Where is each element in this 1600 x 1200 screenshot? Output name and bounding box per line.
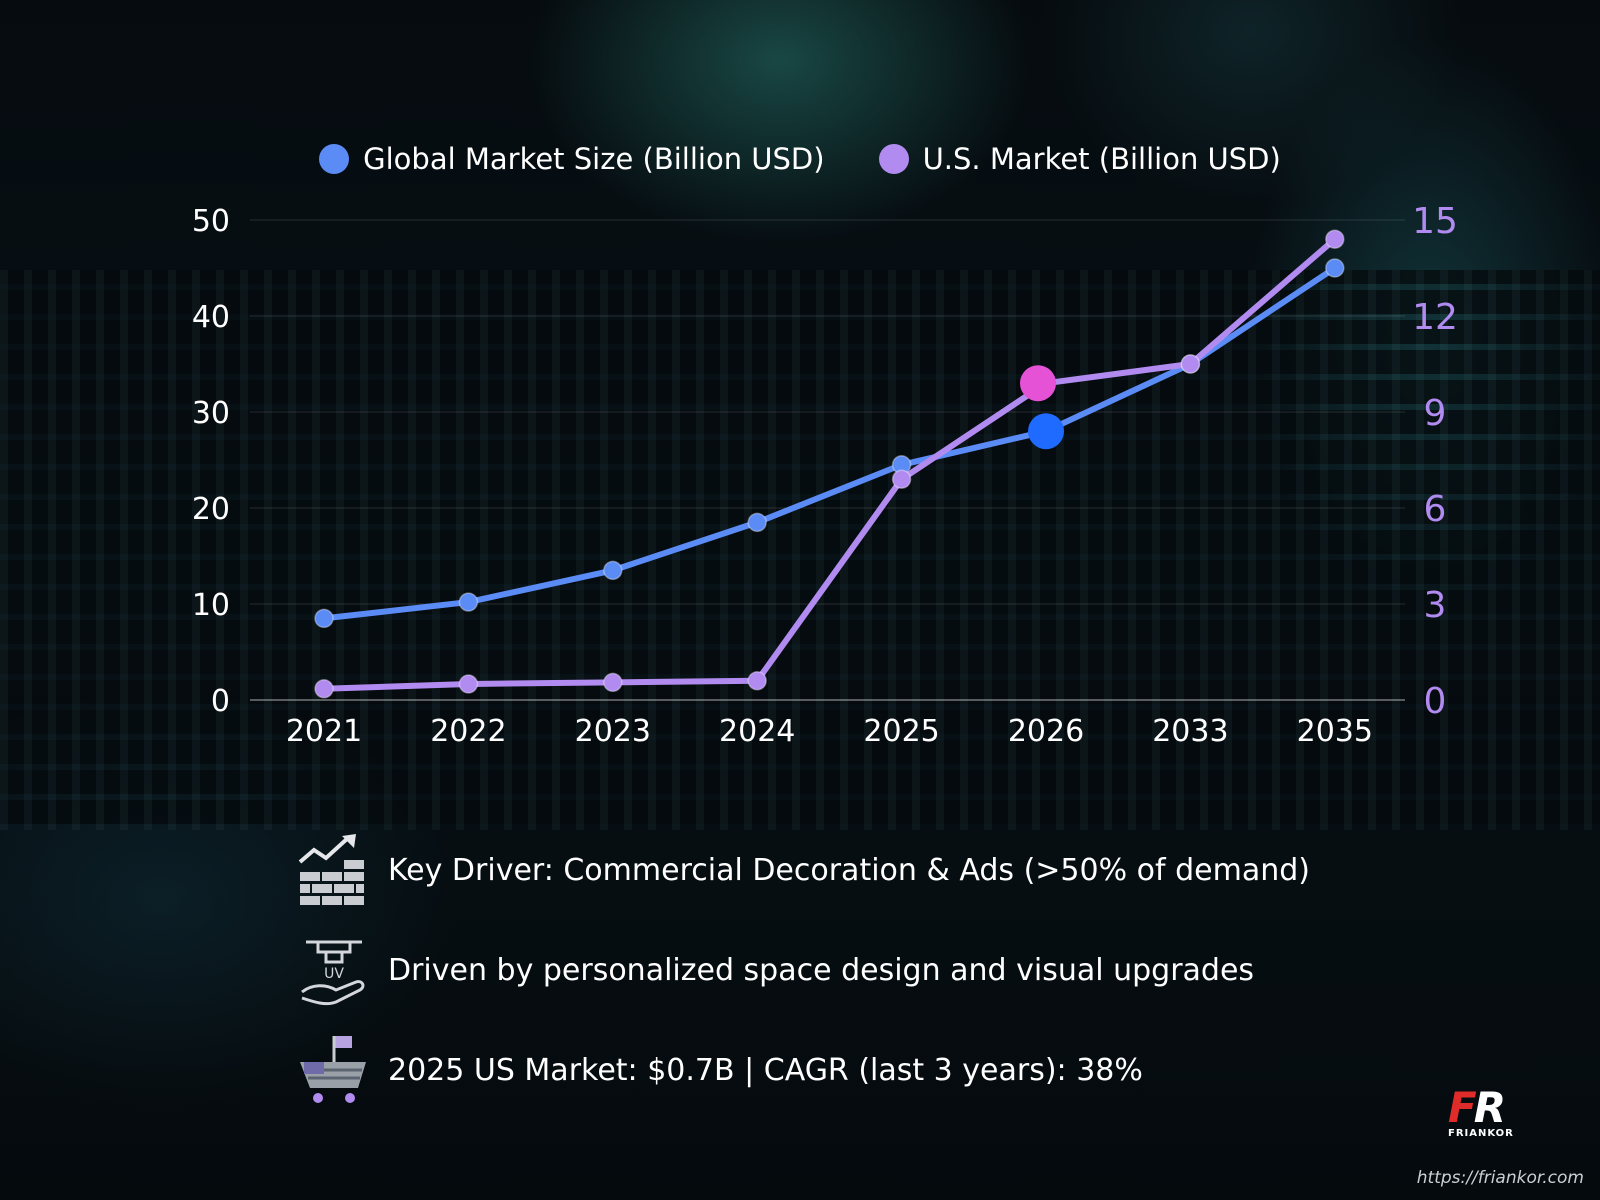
y-left-tick-label: 50 (192, 204, 230, 239)
y-left-tick-label: 0 (211, 684, 230, 719)
data-point-0 (314, 608, 334, 629)
data-point-1 (314, 679, 334, 699)
fact-item-key-driver: Key Driver: Commercial Decoration & Ads … (296, 820, 1446, 920)
x-tick-label: 2023 (575, 714, 651, 749)
uv-printer-hand-icon: UV (301, 940, 365, 1006)
brick-wall-growth-icon (298, 834, 364, 905)
fact-text-key-driver: Key Driver: Commercial Decoration & Ads … (388, 852, 1310, 888)
highlight-point-global (1028, 413, 1064, 450)
logo-wordmark: FRIANKOR (1448, 1128, 1514, 1139)
series-line-0 (321, 265, 1338, 622)
fact-item-personalized: UV Driven by personalized space design a… (296, 920, 1446, 1020)
y-left-tick-label: 40 (192, 300, 230, 335)
data-point-0 (458, 592, 479, 612)
friankor-logo: FR FRIANKOR (1448, 1087, 1534, 1142)
chart-legend: Global Market Size (Billion USD) U.S. Ma… (0, 142, 1600, 176)
data-point-1 (1180, 354, 1201, 374)
data-point-1 (891, 469, 912, 489)
y-right-tick-label: 0 (1424, 681, 1447, 722)
y-right-tick-label: 3 (1424, 585, 1447, 626)
legend-item-global: Global Market Size (Billion USD) (319, 142, 825, 176)
legend-dot-us (878, 144, 909, 174)
data-point-1 (1325, 229, 1345, 249)
binary-code-pattern (0, 270, 1600, 830)
legend-label-us: U.S. Market (Billion USD) (922, 142, 1281, 176)
key-facts-list: Key Driver: Commercial Decoration & Ads … (296, 820, 1446, 1120)
x-tick-label: 2033 (1152, 714, 1228, 749)
y-right-tick-label: 12 (1412, 297, 1458, 338)
data-point-1 (458, 674, 479, 694)
x-tick-label: 2024 (719, 714, 795, 749)
legend-label-global: Global Market Size (Billion USD) (363, 142, 825, 176)
x-tick-label: 2035 (1297, 714, 1373, 749)
x-tick-label: 2021 (286, 714, 362, 749)
y-left-tick-label: 20 (192, 492, 230, 527)
x-tick-label: 2022 (430, 714, 506, 749)
data-point-0 (747, 512, 767, 533)
market-line-chart: 0 10 20 30 40 50 0 3 6 9 12 15 2021 2022 2023 2024 2025 2… (192, 201, 1458, 749)
data-point-1 (603, 672, 623, 693)
y-right-tick-label: 15 (1412, 201, 1458, 242)
y-right-tick-label: 9 (1424, 393, 1447, 434)
data-point-0 (603, 560, 623, 581)
x-tick-label: 2026 (1008, 714, 1084, 749)
y-left-tick-label: 30 (192, 396, 230, 431)
series-line-1 (321, 236, 1338, 692)
legend-dot-global (319, 144, 350, 174)
fact-text-us-market: 2025 US Market: $0.7B | CAGR (last 3 yea… (388, 1052, 1143, 1088)
logo-letter-r: R (1473, 1083, 1506, 1132)
fact-item-us-market: 2025 US Market: $0.7B | CAGR (last 3 yea… (296, 1020, 1446, 1120)
legend-item-us: U.S. Market (Billion USD) (878, 142, 1281, 176)
fact-text-personalized: Driven by personalized space design and … (388, 952, 1255, 988)
uv-glyph: UV (324, 966, 344, 982)
website-url: https://friankor.com (1416, 1168, 1584, 1188)
data-point-1 (747, 671, 767, 691)
highlight-point-us (1020, 365, 1056, 402)
us-flag-cart-icon (300, 1036, 366, 1103)
data-point-0 (1325, 258, 1345, 278)
logo-mark: FR (1448, 1087, 1534, 1129)
y-left-tick-label: 10 (192, 588, 230, 623)
x-tick-label: 2025 (863, 714, 939, 749)
y-right-tick-label: 6 (1424, 489, 1447, 530)
logo-letter-f: F (1448, 1083, 1477, 1132)
